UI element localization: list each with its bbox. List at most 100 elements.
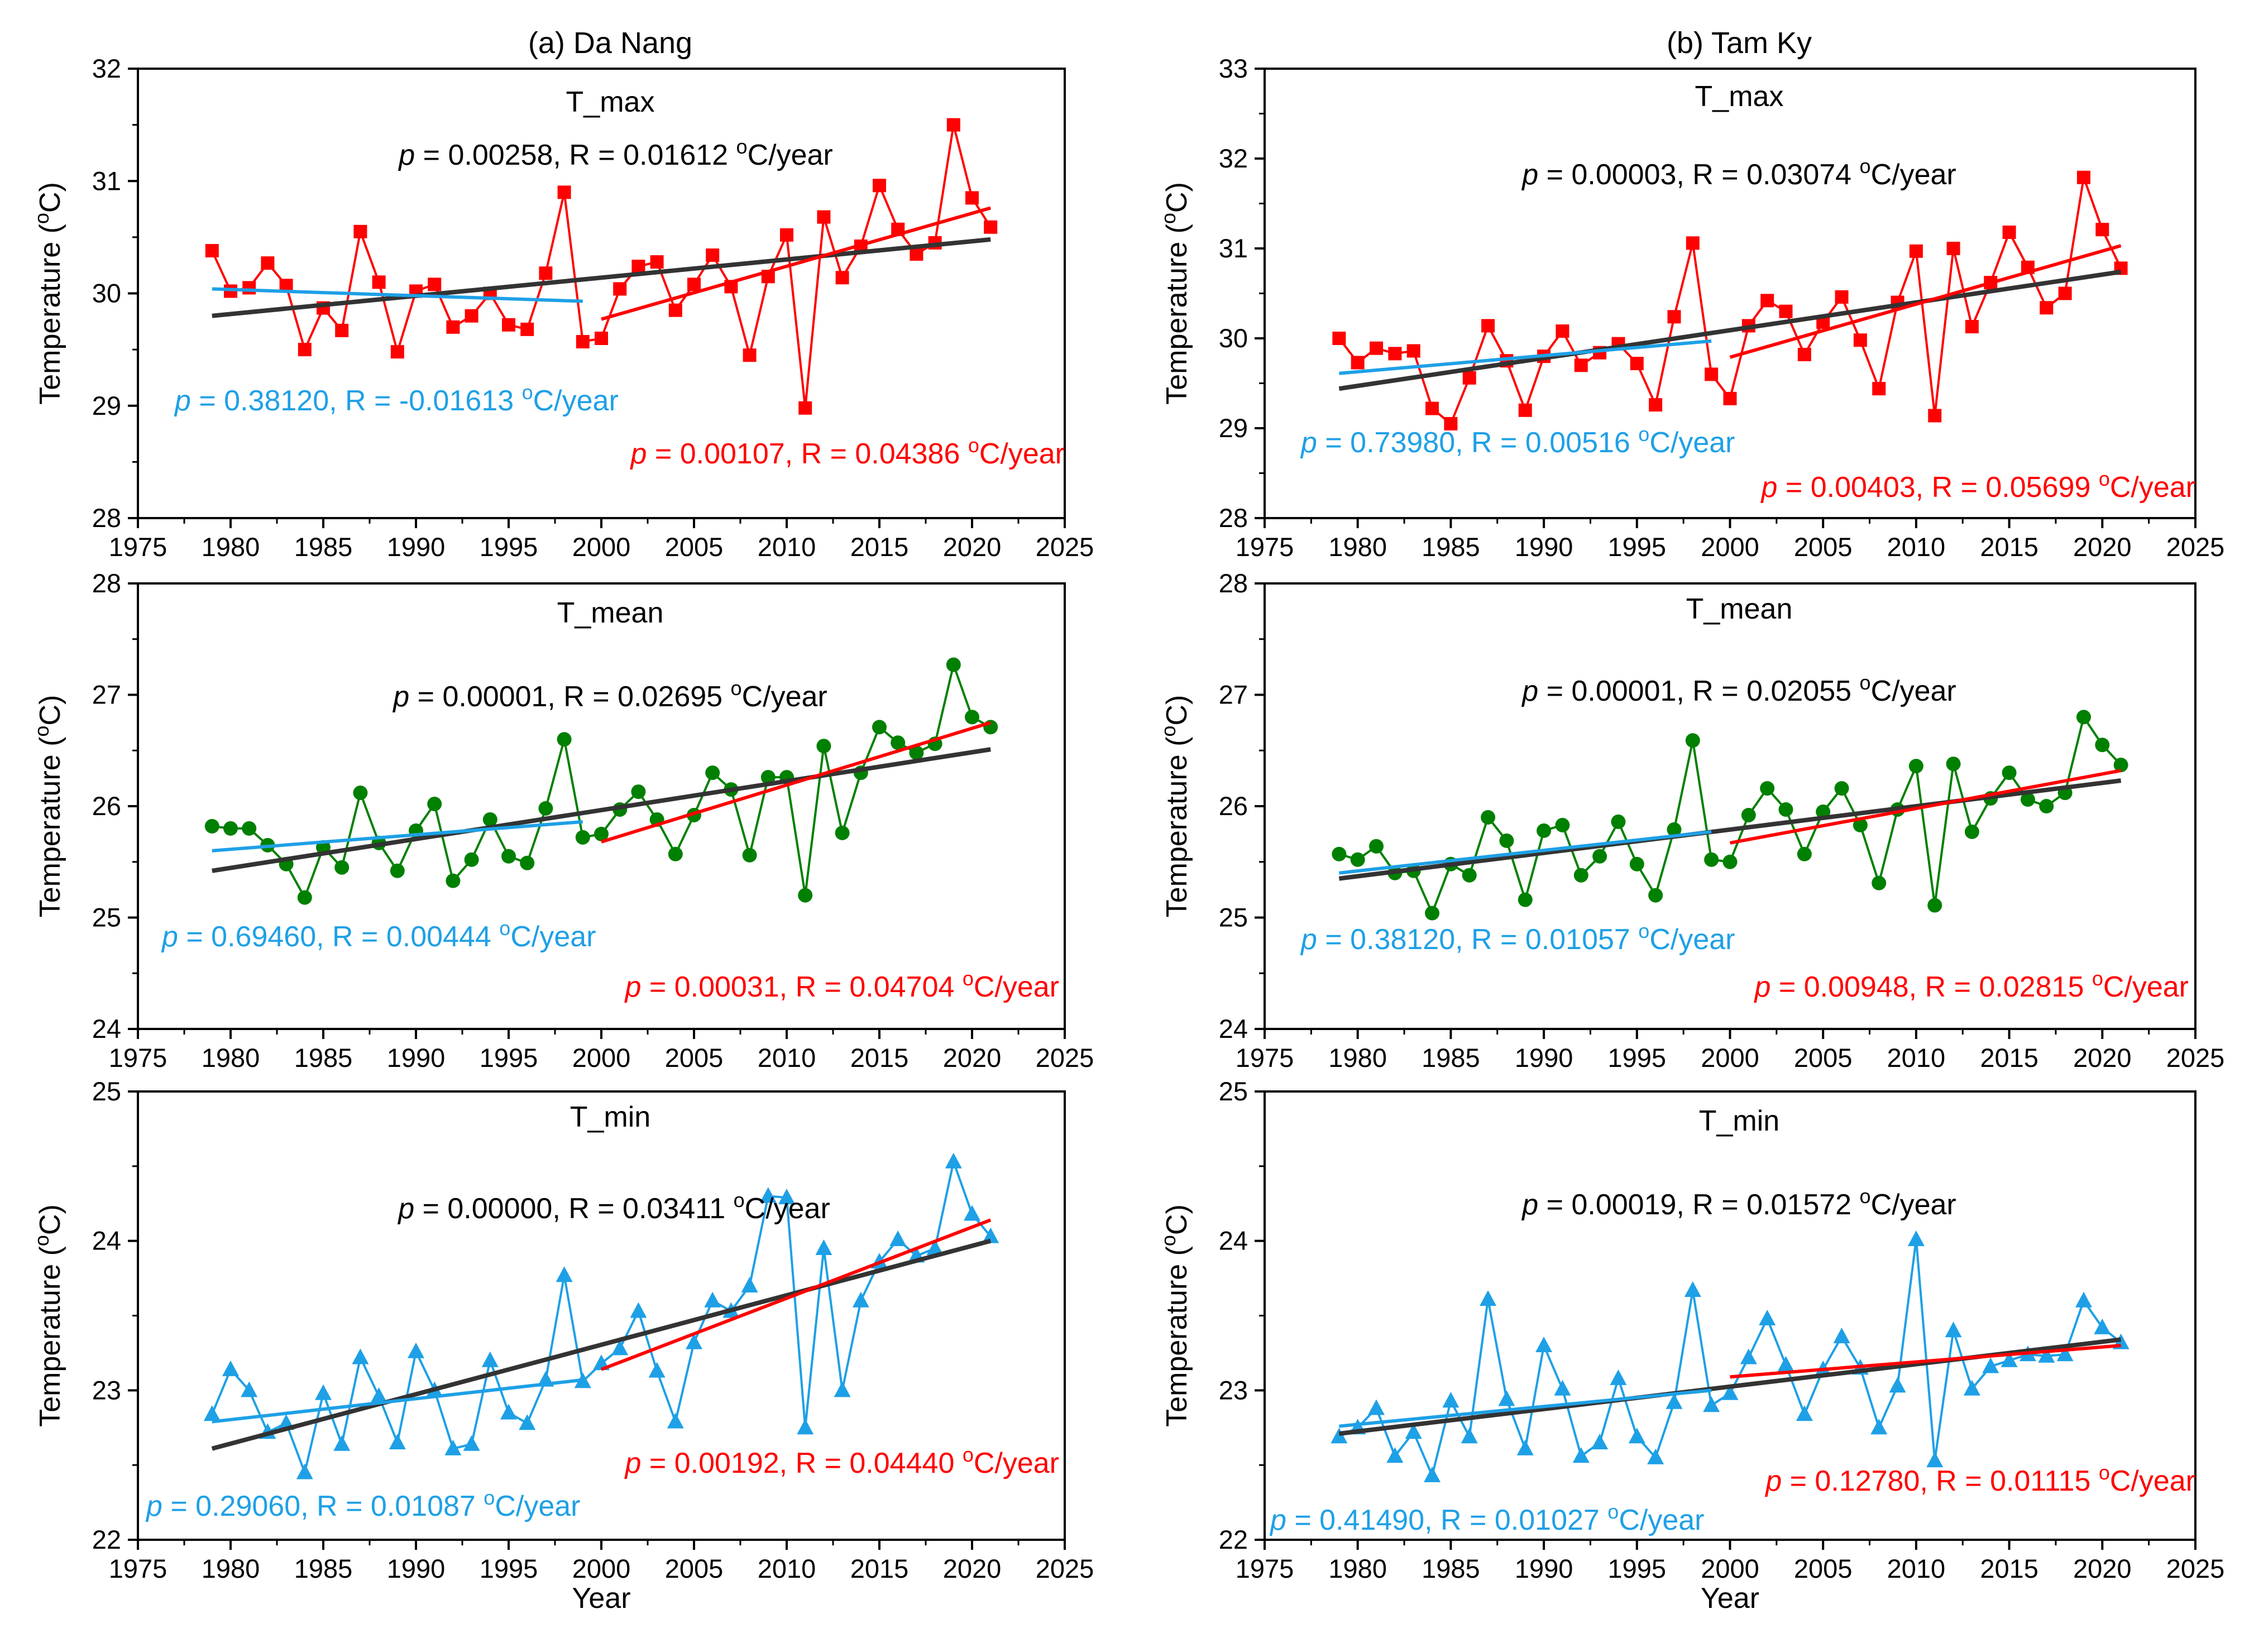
panel-danang-tmin-data-point (444, 1439, 462, 1455)
panel-danang-tmax-stat-1979-1999-unit: C/year (533, 385, 619, 417)
panel-tamky-tmean-stat-2000-2021-degree: o (2092, 967, 2103, 990)
panel-danang-tmin-variable-label: T_min (570, 1101, 650, 1133)
panel-danang-tmax-data-point (873, 179, 886, 193)
panel-tamky-tmax-data-point (1444, 416, 1458, 430)
panel-danang-tmean-data-point (520, 855, 535, 870)
panel-danang-tmean-data-point (835, 825, 850, 840)
panel-danang-tmean-data-point (427, 797, 442, 812)
panel-tamky-tmean-stat-1979-2021-unit: C/year (1871, 675, 1956, 707)
panel-tamky-tmax-y-tick-label: 29 (1219, 413, 1248, 443)
panel-tamky-tmin-stat-1979-1999-unit: C/year (1619, 1504, 1704, 1536)
panel-tamky-tmax-y-tick-label: 30 (1219, 323, 1248, 353)
panel-tamky-tmax-y-tick-label: 33 (1219, 54, 1248, 83)
panel-danang-tmean-stat-1979-1999-unit: C/year (510, 921, 596, 953)
panel-danang-tmax-y-axis-label-unit: C) (34, 182, 66, 213)
panel-tamky-tmin-data-point (1480, 1290, 1497, 1306)
panel-tamky-tmin-variable-label: T_min (1699, 1105, 1779, 1137)
panel-danang-tmean-data-point (538, 801, 553, 816)
panel-danang-tmax-stat-1979-2021-unit: C/year (748, 139, 833, 171)
panel-tamky-tmin-data-point (1870, 1419, 1888, 1435)
panel-tamky-tmean-y-axis-label: Temperature (oC) (1157, 695, 1193, 918)
panel-danang-tmin-y-axis-label-unit: C) (34, 1204, 66, 1235)
panel-tamky-tmin-x-tick-label: 1980 (1328, 1554, 1387, 1583)
panel-tamky-tmean-data-point (2020, 792, 2035, 807)
panel-danang-tmax-data-point (242, 281, 256, 295)
panel-tamky-tmean-data-point (1667, 822, 1682, 837)
panel-danang-tmean-data-point (909, 745, 924, 760)
panel-danang-tmean-data-point (353, 786, 368, 801)
panel-danang-tmax-x-tick-label: 1980 (202, 532, 260, 562)
panel-danang-tmin-x-tick-label: 1975 (109, 1554, 168, 1583)
panel-danang-tmin-data-point (667, 1412, 684, 1429)
panel-tamky-tmax-data-point (2095, 223, 2109, 237)
panel-tamky-tmean-y-tick-label: 27 (1219, 680, 1248, 710)
panel-danang-tmin-stat-1979-1999-p-value: = 0.29060, R = 0.01087 (162, 1490, 484, 1522)
panel-danang-tmean-trend-2000-2021-line (601, 721, 992, 844)
panel-danang-tmax-data-point (595, 332, 608, 345)
panel-tamky-tmean-trend-1979-2021-line (1338, 778, 2122, 881)
panel-tamky-tmean-x-tick-label: 1980 (1328, 1043, 1387, 1072)
panel-tamky-tmax-stat-1979-1999-unit: C/year (1649, 427, 1735, 459)
panel-tamky-tmax-data-point (1667, 310, 1681, 324)
panel-danang-tmin-y-axis-label-text: Temperature ( (34, 1246, 66, 1426)
panel-tamky-tmin-data-point (1777, 1356, 1794, 1372)
panel-danang-tmean-data-point (557, 732, 572, 747)
panel-danang-tmax-data-point (390, 345, 404, 359)
panel-tamky-tmean-stat-1979-1999-degree: o (1638, 920, 1649, 942)
panel-tamky-tmean-trend-1979-1999-line (1339, 830, 1712, 875)
panel-tamky-tmax-data-point (1425, 401, 1439, 415)
panel-tamky-tmin-data-point (1516, 1439, 1534, 1455)
panel-danang-tmax-stat-1979-2021-p-value: = 0.00258, R = 0.01612 (415, 139, 736, 171)
panel-tamky-tmean-data-point (1834, 781, 1849, 796)
panel-danang-tmean-data-point (594, 826, 609, 841)
panel-tamky-tmean-data-point (1499, 833, 1514, 848)
panel-tamky-tmin-x-tick-label: 2000 (1701, 1554, 1759, 1583)
panel-tamky-tmax-stat-1979-2021-unit: C/year (1871, 159, 1956, 191)
panel-tamky-tmin-stat-1979-2021-unit: C/year (1871, 1189, 1956, 1221)
panel-danang-tmean-data-point (705, 765, 720, 780)
panel-tamky-tmean-data-point (1518, 892, 1533, 907)
panel-danang-tmean-data-point (242, 821, 257, 836)
panel-tamky-tmean-y-axis-label-degree: o (1157, 726, 1180, 737)
panel-danang-tmax-data-point (502, 318, 515, 332)
panel-tamky-tmin-data-point (1628, 1428, 1645, 1444)
panel-danang-tmax-x-tick-label: 2025 (1036, 532, 1094, 562)
panel-danang-tmean-y-tick-label: 26 (92, 791, 121, 821)
panel-tamky-tmin-y-tick-label: 25 (1219, 1076, 1248, 1106)
panel-tamky-tmean-stat-1979-2021-p-value: = 0.00001, R = 0.02055 (1538, 675, 1859, 707)
panel-danang-tmin-data-point (889, 1230, 907, 1246)
panel-tamky-tmin-series-line (1338, 1239, 2122, 1479)
panel-danang-tmean-variable-label: T_mean (557, 597, 664, 629)
panel-danang-tmean-x-tick-label: 1985 (294, 1043, 353, 1072)
panel-tamky-tmin-stat-1979-1999-p-symbol: p (1269, 1504, 1286, 1536)
panel-danang-tmax-stat-2000-2021-p-symbol: p (630, 438, 647, 470)
panel-tamky-tmin-x-tick-label: 1985 (1422, 1554, 1480, 1583)
panel-danang-tmax-y-tick-label: 32 (92, 54, 121, 83)
panel-danang-tmax-x-tick-label: 1990 (387, 532, 446, 562)
panel-danang-tmax-data-point (835, 271, 849, 285)
panel-tamky-tmax-y-tick-label: 32 (1219, 143, 1248, 173)
panel-tamky-tmax-y-tick-label: 28 (1219, 503, 1248, 533)
panel-danang-tmax-trend-2000-2021-line (601, 206, 992, 321)
panel-danang-tmean-data-point (668, 846, 683, 861)
panel-danang-tmax-data-point (557, 185, 571, 199)
panel-tamky-tmax-data-point (2058, 286, 2072, 300)
panel-danang-tmax-y-tick-label: 29 (92, 391, 121, 420)
panel-tamky-tmean-data-point (1760, 781, 1775, 796)
panel-tamky-tmax-data-point (1518, 403, 1532, 417)
panel-tamky-tmean-x-tick-label: 1990 (1515, 1043, 1573, 1072)
panel-danang-tmin-y-tick-label: 24 (92, 1226, 121, 1256)
panel-danang-tmax-stat-2000-2021-degree: o (968, 434, 979, 457)
panel-tamky-tmean-data-point (1350, 852, 1365, 867)
panel-tamky-tmin-data-point (1591, 1434, 1609, 1450)
panel-danang-tmin-x-tick-label: 2005 (665, 1554, 724, 1583)
panel-tamky-tmax-data-point (1853, 333, 1867, 347)
panel-danang-tmin-data-point (834, 1381, 851, 1397)
panel-tamky-tmean-data-point (1853, 817, 1868, 832)
panel-danang-tmax-data-point (520, 322, 534, 336)
panel-tamky-tmean-data-point (1611, 814, 1626, 829)
panel-danang-tmax-data-point (576, 335, 590, 349)
panel-danang-tmax-data-point (817, 210, 831, 224)
panel-tamky-tmin-x-tick-label: 2025 (2166, 1554, 2225, 1583)
